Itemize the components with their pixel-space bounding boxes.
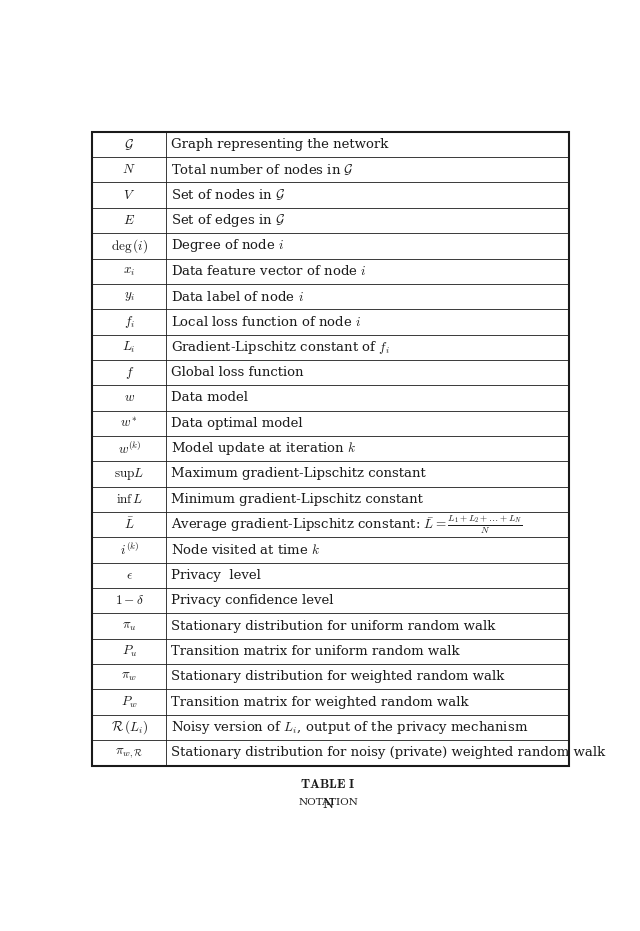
Text: $P_u$: $P_u$ [122, 644, 137, 659]
Text: $\inf L$: $\inf L$ [116, 492, 143, 506]
Text: Local loss function of node $i$: Local loss function of node $i$ [171, 315, 362, 329]
Text: $w$: $w$ [124, 391, 135, 404]
Text: Model update at iteration $k$: Model update at iteration $k$ [171, 440, 356, 457]
Text: $f_i$: $f_i$ [124, 314, 135, 330]
Text: $i^{(k)}$: $i^{(k)}$ [120, 542, 139, 559]
Text: Set of edges in $\mathcal{G}$: Set of edges in $\mathcal{G}$ [171, 212, 285, 229]
Text: $\pi_{w,\mathcal{R}}$: $\pi_{w,\mathcal{R}}$ [115, 746, 143, 760]
Text: $\epsilon$: $\epsilon$ [126, 569, 133, 582]
Text: $L_i$: $L_i$ [122, 340, 136, 355]
Text: N: N [323, 799, 333, 812]
Text: $1-\delta$: $1-\delta$ [115, 594, 144, 607]
Text: $\mathbf{TABLE\ I}$: $\mathbf{TABLE\ I}$ [300, 778, 356, 791]
Text: Maximum gradient-Lipschitz constant: Maximum gradient-Lipschitz constant [171, 467, 426, 480]
Text: Data optimal model: Data optimal model [171, 417, 303, 430]
Text: $\sup L$: $\sup L$ [114, 466, 145, 482]
Text: $\bar{L}$: $\bar{L}$ [124, 517, 134, 533]
Text: Minimum gradient-Lipschitz constant: Minimum gradient-Lipschitz constant [171, 492, 423, 506]
Text: Global loss function: Global loss function [171, 366, 303, 379]
Text: Node visited at time $k$: Node visited at time $k$ [171, 543, 320, 557]
Text: Stationary distribution for uniform random walk: Stationary distribution for uniform rand… [171, 620, 495, 632]
Text: Privacy confidence level: Privacy confidence level [171, 594, 333, 607]
Text: Data model: Data model [171, 391, 248, 404]
Text: $y_i$: $y_i$ [124, 290, 135, 304]
Text: Noisy version of $L_i$, output of the privacy mechanism: Noisy version of $L_i$, output of the pr… [171, 719, 529, 736]
Text: Graph representing the network: Graph representing the network [171, 138, 388, 151]
Text: NOTATION: NOTATION [298, 799, 358, 807]
Text: Degree of node $i$: Degree of node $i$ [171, 237, 284, 254]
Text: Privacy  level: Privacy level [171, 569, 261, 582]
Text: $w^*$: $w^*$ [120, 416, 138, 430]
Text: $w^{(k)}$: $w^{(k)}$ [118, 440, 141, 457]
Text: Data label of node $i$: Data label of node $i$ [171, 290, 304, 304]
Text: $N$: $N$ [122, 163, 136, 176]
Text: Transition matrix for uniform random walk: Transition matrix for uniform random wal… [171, 645, 460, 658]
Text: $\mathcal{G}$: $\mathcal{G}$ [124, 137, 134, 152]
Text: Average gradient-Lipschitz constant: $\bar{L} = \frac{L_1+L_2+\ldots+L_N}{N}$: Average gradient-Lipschitz constant: $\b… [171, 514, 523, 536]
Text: Set of nodes in $\mathcal{G}$: Set of nodes in $\mathcal{G}$ [171, 188, 285, 203]
Text: Stationary distribution for weighted random walk: Stationary distribution for weighted ran… [171, 670, 504, 683]
Text: Transition matrix for weighted random walk: Transition matrix for weighted random wa… [171, 695, 468, 708]
Bar [92, 132, 568, 765]
Text: Data feature vector of node $i$: Data feature vector of node $i$ [171, 264, 367, 278]
Text: $V$: $V$ [124, 189, 136, 202]
Text: $\mathcal{R}\,(L_i)$: $\mathcal{R}\,(L_i)$ [111, 719, 148, 736]
Text: $\pi_w$: $\pi_w$ [122, 670, 137, 683]
Text: Total number of nodes in $\mathcal{G}$: Total number of nodes in $\mathcal{G}$ [171, 162, 354, 177]
Text: Stationary distribution for noisy (private) weighted random walk: Stationary distribution for noisy (priva… [171, 747, 605, 760]
Text: $P_w$: $P_w$ [121, 695, 138, 709]
Text: Gradient-Lipschitz constant of $f_i$: Gradient-Lipschitz constant of $f_i$ [171, 339, 390, 356]
Text: $f$: $f$ [125, 365, 134, 381]
Text: $x_i$: $x_i$ [123, 264, 136, 277]
Text: $\mathrm{deg}\,(i)$: $\mathrm{deg}\,(i)$ [111, 237, 148, 255]
Text: $\pi_u$: $\pi_u$ [122, 620, 136, 632]
Text: $E$: $E$ [124, 214, 136, 227]
